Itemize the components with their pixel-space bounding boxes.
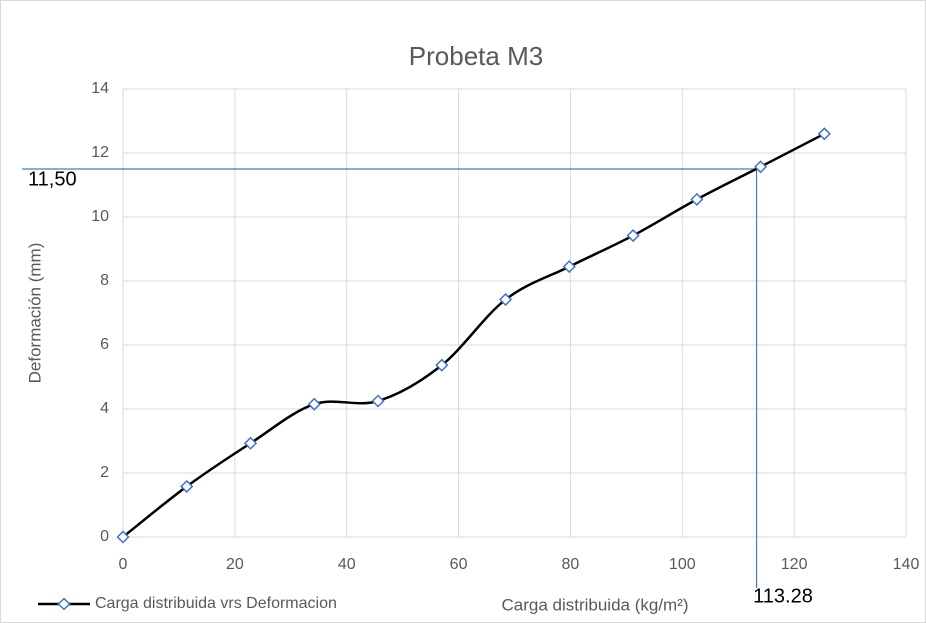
marker [626,228,640,243]
marker [562,260,576,274]
y-tick-label: 10 [91,208,109,225]
x-tick-label: 0 [119,556,128,573]
marker [817,127,831,141]
annotation: 11,50 [28,168,77,190]
marker [754,160,768,174]
marker [690,192,704,206]
marker [498,292,513,307]
y-tick-label: 12 [91,144,109,161]
marker [307,397,321,411]
legend-label: Carga distribuida vrs Deformacion [95,595,337,612]
y-tick-label: 0 [100,528,109,545]
x-tick-label: 100 [669,556,696,573]
annotation: 113.28 [753,585,813,607]
legend-marker [57,597,71,611]
x-axis-label: Carga distribuida (kg/m²) [501,595,688,614]
marker [371,394,385,408]
marker [243,436,258,450]
y-tick-label: 14 [91,80,109,97]
x-tick-label: 60 [450,556,468,573]
y-tick-label: 4 [100,400,109,417]
x-tick-label: 120 [781,556,808,573]
marker [180,479,194,494]
marker [435,358,449,372]
chart-title: Probeta M3 [409,41,543,71]
x-tick-label: 20 [226,556,244,573]
y-tick-label: 8 [100,272,109,289]
y-tick-label: 2 [100,464,109,481]
x-tick-label: 140 [893,556,920,573]
marker [116,530,130,544]
y-tick-label: 6 [100,336,109,353]
x-tick-label: 80 [562,556,580,573]
x-tick-label: 40 [338,556,356,573]
y-axis-label: Deformación (mm) [25,243,44,384]
